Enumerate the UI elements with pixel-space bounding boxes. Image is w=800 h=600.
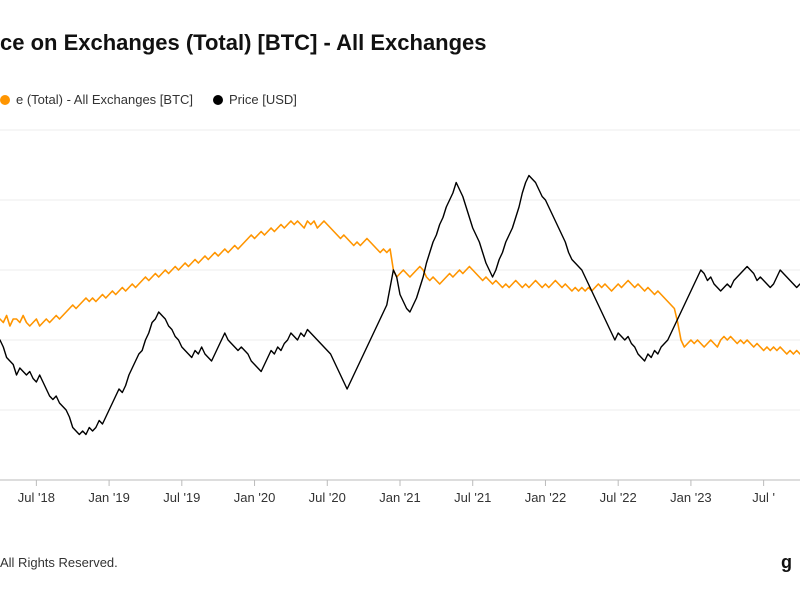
legend-label-balance: e (Total) - All Exchanges [BTC] (16, 92, 193, 107)
legend-item-balance: e (Total) - All Exchanges [BTC] (0, 92, 193, 107)
legend: e (Total) - All Exchanges [BTC] Price [U… (0, 92, 297, 107)
svg-text:Jan '20: Jan '20 (234, 490, 276, 505)
svg-text:Jan '23: Jan '23 (670, 490, 712, 505)
chart-svg: Jul '18 Jan '19 Jul '19 Jan '20 Jul '20 Jan '… (0, 120, 800, 520)
svg-text:Jul ': Jul ' (752, 490, 775, 505)
svg-text:Jan '21: Jan '21 (379, 490, 421, 505)
svg-text:Jul '22: Jul '22 (600, 490, 637, 505)
legend-label-price: Price [USD] (229, 92, 297, 107)
svg-text:Jan '22: Jan '22 (525, 490, 567, 505)
svg-text:Jul '18: Jul '18 (18, 490, 55, 505)
svg-text:Jul '21: Jul '21 (454, 490, 491, 505)
svg-text:Jul '19: Jul '19 (163, 490, 200, 505)
svg-text:Jul '20: Jul '20 (309, 490, 346, 505)
legend-swatch-price (213, 95, 223, 105)
legend-swatch-balance (0, 95, 10, 105)
footer-text: All Rights Reserved. (0, 555, 118, 570)
svg-text:Jan '19: Jan '19 (88, 490, 130, 505)
branding-mark: g (781, 552, 792, 573)
chart-title: ce on Exchanges (Total) [BTC] - All Exch… (0, 30, 487, 56)
chart-area: Jul '18 Jan '19 Jul '19 Jan '20 Jul '20 Jan '… (0, 120, 800, 520)
legend-item-price: Price [USD] (213, 92, 297, 107)
